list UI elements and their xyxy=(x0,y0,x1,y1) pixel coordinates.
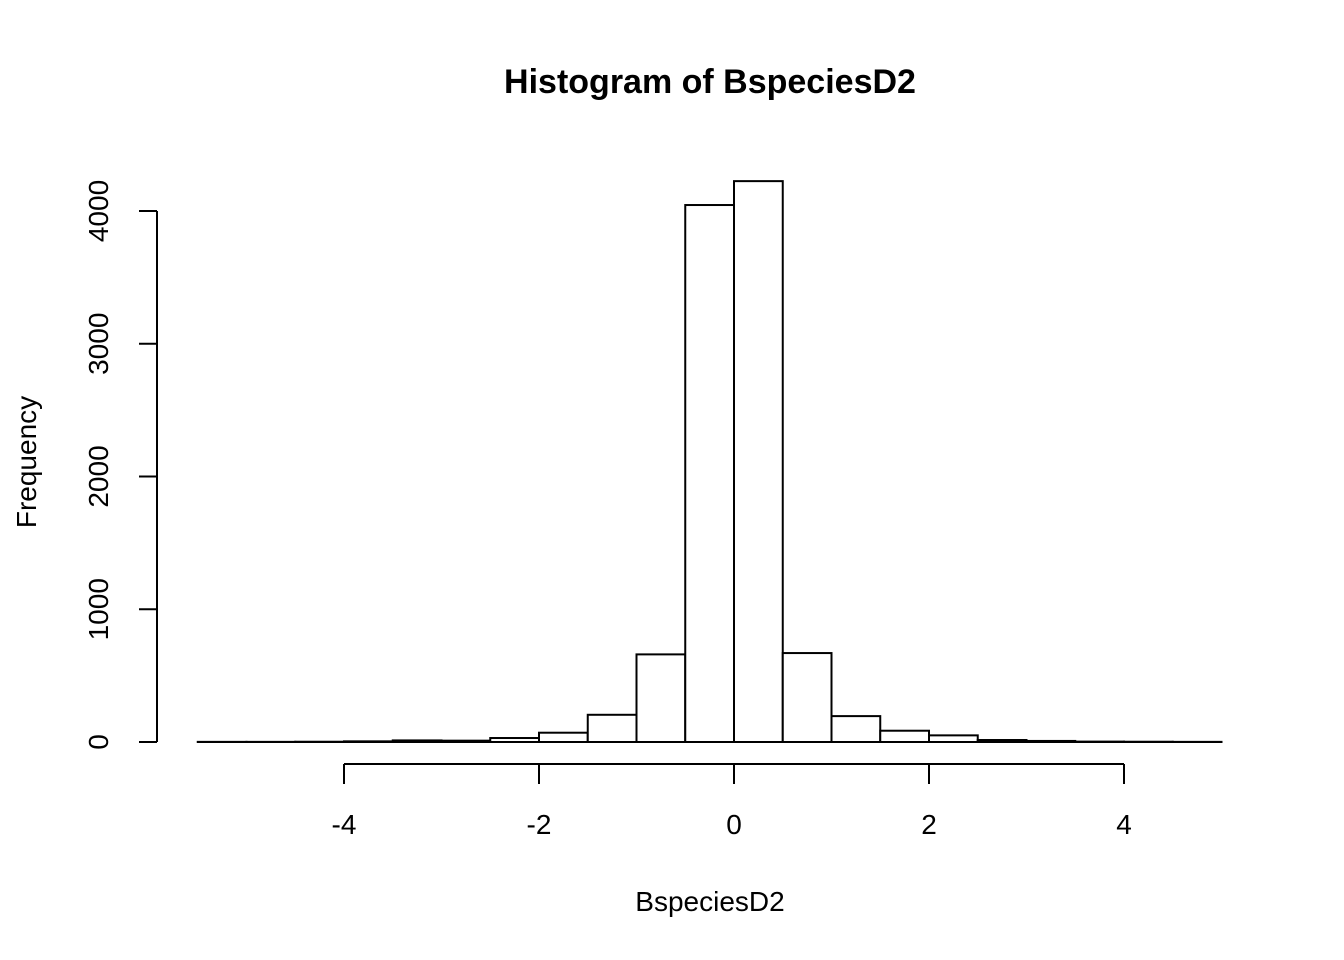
x-tick-label: -2 xyxy=(527,809,552,840)
histogram-bar xyxy=(733,180,784,744)
x-tick-label: 2 xyxy=(921,809,937,840)
y-tick-label: 4000 xyxy=(83,180,114,242)
y-axis: 0 1000 2000 3000 4000 xyxy=(83,180,158,750)
histogram-bar xyxy=(538,731,589,744)
x-tick-label: 4 xyxy=(1116,809,1132,840)
bars-group xyxy=(196,180,1223,744)
histogram-bar xyxy=(684,204,735,743)
x-axis: -4 -2 0 2 4 xyxy=(332,763,1132,840)
x-tick-label: 0 xyxy=(726,809,742,840)
histogram-bar xyxy=(586,713,638,744)
y-tick-label: 3000 xyxy=(83,313,114,375)
y-tick-label: 2000 xyxy=(83,445,114,507)
y-axis-label: Frequency xyxy=(11,396,42,528)
y-tick-label: 0 xyxy=(83,734,114,750)
histogram-bar xyxy=(635,653,687,744)
x-axis-label: BspeciesD2 xyxy=(635,886,784,917)
x-tick-label: -4 xyxy=(332,809,357,840)
histogram-bar xyxy=(781,652,833,743)
y-tick-label: 1000 xyxy=(83,578,114,640)
histogram-bar xyxy=(879,729,930,743)
chart-title: Histogram of BspeciesD2 xyxy=(504,63,916,101)
histogram-bar xyxy=(830,715,882,744)
